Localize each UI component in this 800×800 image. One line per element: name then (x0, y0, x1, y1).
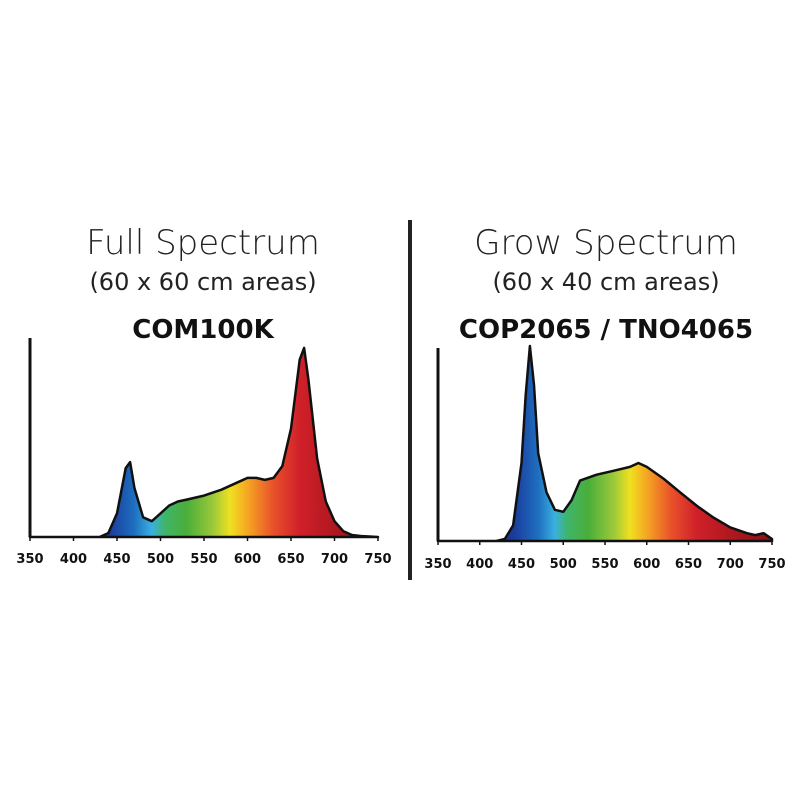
x-tick-label: 650 (277, 552, 304, 567)
x-tick-label: 750 (364, 552, 391, 567)
x-tick-label: 350 (424, 557, 451, 572)
x-tick-label: 400 (60, 552, 87, 567)
chart-subtitle: (60 x 40 cm areas) (492, 268, 719, 296)
x-tick-label: 550 (190, 552, 217, 567)
x-tick-label: 500 (550, 557, 577, 572)
x-tick-label: 750 (758, 557, 785, 572)
x-tick-label: 450 (508, 557, 535, 572)
x-tick-label: 600 (633, 557, 660, 572)
x-tick-label: 700 (321, 552, 348, 567)
x-tick-label: 600 (234, 552, 261, 567)
x-tick-label: 500 (147, 552, 174, 567)
model-label: COM100K (132, 315, 274, 345)
x-tick-label: 700 (717, 557, 744, 572)
chart-subtitle: (60 x 60 cm areas) (89, 268, 316, 296)
x-tick-label: 350 (16, 552, 43, 567)
x-tick-label: 450 (103, 552, 130, 567)
chart-title: Grow Spectrum (474, 223, 738, 263)
spectrum-area (28, 346, 380, 539)
x-tick-label: 400 (466, 557, 493, 572)
x-tick-label: 550 (591, 557, 618, 572)
chart-title: Full Spectrum (86, 223, 320, 263)
spectrum-area (436, 344, 774, 543)
x-tick-label: 650 (675, 557, 702, 572)
model-label: COP2065 / TNO4065 (459, 315, 753, 345)
